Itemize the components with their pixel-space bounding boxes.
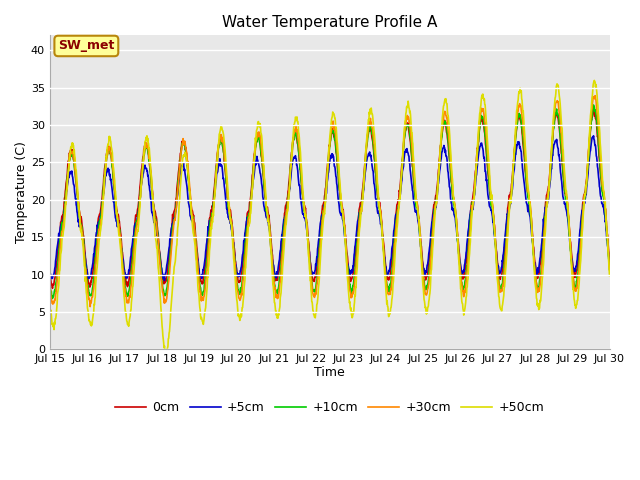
Title: Water Temperature Profile A: Water Temperature Profile A — [222, 15, 437, 30]
+10cm — [605, 266, 613, 272]
Line: +50cm: +50cm — [50, 81, 609, 354]
0cm — [605, 262, 613, 267]
0cm — [508, 180, 516, 186]
+30cm — [280, 239, 287, 245]
+10cm — [589, 102, 597, 108]
0cm — [416, 228, 424, 234]
+5cm — [605, 259, 613, 264]
+30cm — [416, 228, 424, 234]
+10cm — [556, 132, 564, 138]
0cm — [556, 133, 564, 139]
+10cm — [416, 231, 424, 237]
+5cm — [46, 219, 54, 225]
Line: +5cm: +5cm — [50, 136, 609, 280]
+50cm — [162, 351, 170, 357]
Text: SW_met: SW_met — [58, 39, 115, 52]
+10cm — [266, 228, 274, 234]
+5cm — [416, 235, 424, 241]
+5cm — [170, 216, 178, 221]
+50cm — [556, 100, 564, 106]
+30cm — [170, 220, 178, 226]
Y-axis label: Temperature (C): Temperature (C) — [15, 142, 28, 243]
+5cm — [280, 222, 287, 228]
+50cm — [46, 249, 54, 255]
+50cm — [280, 254, 287, 260]
X-axis label: Time: Time — [314, 366, 345, 379]
+30cm — [556, 113, 564, 119]
+30cm — [508, 182, 516, 188]
0cm — [170, 209, 178, 215]
0cm — [49, 286, 56, 291]
0cm — [589, 108, 597, 113]
+50cm — [170, 271, 178, 276]
+5cm — [508, 189, 516, 194]
0cm — [280, 224, 287, 229]
+10cm — [46, 234, 54, 240]
+5cm — [589, 133, 597, 139]
Line: 0cm: 0cm — [50, 110, 609, 288]
Line: +30cm: +30cm — [50, 96, 609, 307]
0cm — [266, 223, 274, 228]
+50cm — [508, 184, 516, 190]
+50cm — [605, 273, 613, 278]
+30cm — [46, 242, 54, 248]
+10cm — [280, 234, 287, 240]
Legend: 0cm, +5cm, +10cm, +30cm, +50cm: 0cm, +5cm, +10cm, +30cm, +50cm — [110, 396, 549, 420]
+50cm — [266, 233, 274, 239]
+10cm — [170, 219, 178, 225]
+10cm — [508, 185, 516, 191]
+50cm — [591, 78, 598, 84]
+30cm — [86, 304, 94, 310]
+10cm — [49, 296, 56, 301]
+30cm — [591, 93, 599, 98]
+30cm — [605, 267, 613, 273]
0cm — [46, 204, 54, 210]
+5cm — [161, 277, 168, 283]
+5cm — [556, 165, 564, 170]
+50cm — [416, 232, 424, 238]
+30cm — [266, 227, 274, 232]
+5cm — [266, 229, 274, 235]
Line: +10cm: +10cm — [50, 105, 609, 299]
